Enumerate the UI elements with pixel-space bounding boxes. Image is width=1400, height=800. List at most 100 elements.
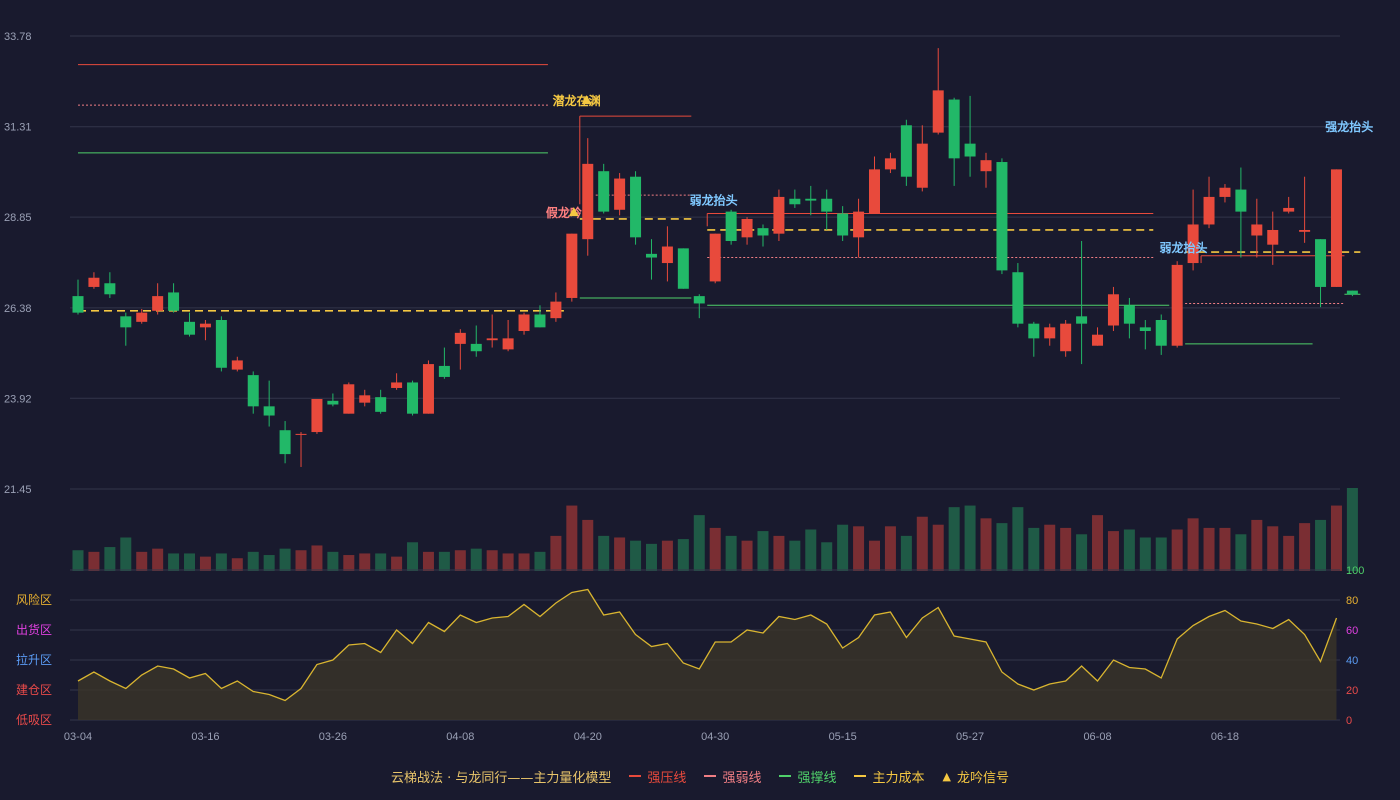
volume-bar <box>375 553 387 571</box>
volume-bar <box>1060 527 1072 571</box>
x-tick-label: 05-15 <box>829 731 857 743</box>
candle-body <box>311 398 323 433</box>
y-tick-label: 28.85 <box>4 212 32 224</box>
candle-body <box>1299 229 1311 232</box>
candle-body <box>136 312 148 322</box>
candle-body <box>1155 319 1167 346</box>
zone-label: 出货区 <box>16 622 52 637</box>
candle-body <box>279 430 291 455</box>
volume-bar <box>757 531 769 571</box>
candle-body <box>438 365 450 377</box>
legend-item-weak[interactable]: 强弱线 <box>704 766 761 786</box>
candle-body <box>1028 323 1040 339</box>
volume-bar <box>327 551 339 571</box>
volume-bar <box>1155 537 1167 571</box>
volume-bar <box>645 543 657 571</box>
volume-bar <box>104 547 116 571</box>
x-tick-label: 05-27 <box>956 731 984 743</box>
volume-bar <box>837 524 849 571</box>
volume-bar <box>295 550 307 571</box>
x-tick-label: 04-08 <box>446 731 474 743</box>
volume-bar <box>900 535 912 571</box>
volume-bar <box>1299 523 1311 571</box>
candle-body <box>215 319 227 368</box>
candle-body <box>582 163 594 240</box>
candle-body <box>884 158 896 170</box>
candle-body <box>1060 323 1072 352</box>
legend-item-cost[interactable]: 主力成本 <box>854 766 924 786</box>
volume-bar <box>677 539 689 571</box>
zone-label: 低吸区 <box>16 713 52 727</box>
candle-body <box>184 321 196 335</box>
volume-bar <box>136 551 148 571</box>
legend-item-resistance[interactable]: 强压线 <box>629 766 686 786</box>
candle-body <box>550 301 562 319</box>
candle-body <box>407 382 419 414</box>
candle-body <box>869 169 880 214</box>
candle-body <box>757 228 769 236</box>
candle-body <box>518 314 530 332</box>
candle-body <box>343 384 355 414</box>
candle-body <box>996 162 1008 271</box>
zone-label: 风险区 <box>16 592 52 607</box>
volume-bar <box>693 515 705 571</box>
candle-body <box>916 143 928 188</box>
volume-bar <box>263 555 275 571</box>
y-tick-label: 21.45 <box>4 484 32 496</box>
volume-bar <box>1235 534 1247 571</box>
volume-bar <box>518 553 530 571</box>
candle-body <box>1012 272 1024 324</box>
signal-label: 假龙吟 <box>546 205 582 220</box>
volume-bar <box>741 540 753 571</box>
osc-y-tick-label: 100 <box>1346 565 1364 577</box>
volume-bar <box>853 526 865 571</box>
volume-bar <box>932 524 944 571</box>
candle-body <box>677 248 689 289</box>
candle-body <box>391 382 403 388</box>
volume-bar <box>1076 534 1088 571</box>
volume-bar <box>1251 519 1263 571</box>
zone-label: 拉升区 <box>16 652 52 667</box>
candle-body <box>1251 224 1263 236</box>
volume-bar <box>486 550 498 571</box>
volume-bar <box>1267 526 1279 571</box>
candle-body <box>805 198 817 201</box>
volume-bar <box>1123 529 1135 571</box>
volume-bar <box>279 548 291 571</box>
volume-bar <box>789 540 801 571</box>
legend-label: 强撑线 <box>797 770 837 786</box>
legend-item-signal[interactable]: ▲ 龙吟信号 <box>942 766 1008 786</box>
candle-body <box>566 233 578 298</box>
legend-item-support[interactable]: 强撑线 <box>779 766 836 786</box>
oscillator-area <box>78 589 1337 720</box>
volume-bar <box>582 519 594 571</box>
candle-body <box>1187 224 1199 264</box>
candle-body <box>247 375 259 407</box>
signal-label: 弱龙抬头 <box>690 192 738 207</box>
volume-bar <box>916 516 928 571</box>
candle-body <box>1346 290 1358 295</box>
x-tick-label: 06-18 <box>1211 731 1239 743</box>
candle-body <box>1092 334 1104 346</box>
x-tick-label: 03-04 <box>64 731 92 743</box>
cost-line-icon <box>854 775 867 777</box>
volume-bar <box>407 542 419 571</box>
candle-body <box>502 338 514 350</box>
candle-body <box>534 314 546 328</box>
candle-body <box>964 143 976 157</box>
candle-body <box>773 196 785 234</box>
volume-bar <box>1346 488 1358 571</box>
volume-bar <box>184 553 196 571</box>
zone-label: 建仓区 <box>16 683 52 697</box>
candle-body <box>900 125 912 177</box>
legend-label: 龙吟信号 <box>956 770 1009 786</box>
legend-label: 强弱线 <box>722 770 762 786</box>
signal-label: 强龙抬头 <box>1325 119 1373 134</box>
candle-body <box>1283 207 1295 212</box>
volume-bar <box>311 545 323 571</box>
volume-bar <box>247 551 259 571</box>
volume-bar <box>948 507 960 571</box>
volume-bar <box>534 551 546 571</box>
signal-label: 弱龙抬头 <box>1160 240 1208 255</box>
